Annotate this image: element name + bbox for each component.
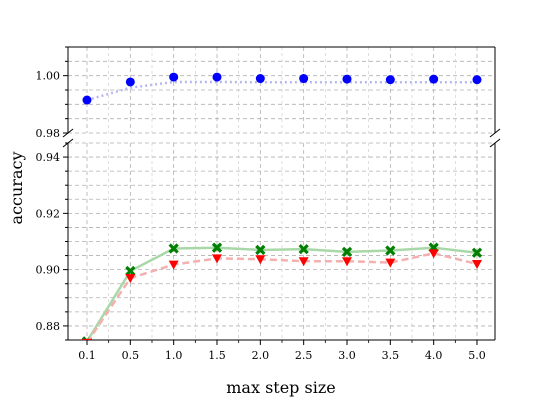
data-point xyxy=(429,74,439,84)
data-point xyxy=(212,72,222,82)
bottom-grid xyxy=(63,142,495,341)
data-point xyxy=(169,72,179,82)
data-point xyxy=(471,247,483,258)
data-point xyxy=(168,260,179,270)
data-point xyxy=(125,274,136,284)
data-point xyxy=(298,257,309,267)
data-point xyxy=(342,74,352,84)
series-bottom-1 xyxy=(82,249,482,340)
top-panel: 0.98 1.00 xyxy=(36,46,496,140)
y-tick-label: 0.94 xyxy=(36,151,61,164)
x-tick-label: 3.5 xyxy=(382,349,400,362)
y-tick-label: 0.98 xyxy=(36,127,61,140)
bottom-panel: 0.88 0.90 0.92 0.94 xyxy=(36,142,496,341)
data-point xyxy=(299,74,309,84)
x-tick-label: 1.0 xyxy=(165,349,183,362)
x-tick-label: 0.1 xyxy=(78,349,96,362)
x-tick-label: 3.0 xyxy=(338,349,356,362)
break-mark xyxy=(62,138,74,148)
x-tick-label: 5.0 xyxy=(468,349,486,362)
series-bottom-0 xyxy=(81,242,483,340)
data-point xyxy=(125,265,136,277)
data-point xyxy=(472,75,482,85)
x-tick-label: 4.0 xyxy=(425,349,443,362)
data-point xyxy=(212,254,222,264)
x-tick-label: 2.0 xyxy=(252,349,270,362)
data-point xyxy=(472,260,482,270)
top-spines xyxy=(67,46,496,133)
data-point xyxy=(385,75,395,85)
series-top-0 xyxy=(82,72,482,105)
series-line xyxy=(87,252,478,340)
x-tick-label: 2.5 xyxy=(295,349,313,362)
x-axis-ticks: 0.1 0.5 1.0 1.5 2.0 2.5 3.0 3.5 4.0 5.0 xyxy=(78,340,486,362)
y-tick-label: 0.88 xyxy=(36,320,61,333)
break-mark xyxy=(489,138,501,148)
data-point xyxy=(298,243,309,255)
break-mark xyxy=(489,128,501,138)
series-line xyxy=(86,246,478,340)
data-point xyxy=(211,242,223,253)
data-point xyxy=(255,74,265,84)
data-point xyxy=(341,246,353,258)
series-line xyxy=(86,80,477,102)
data-point xyxy=(385,258,396,268)
axis-break-marks xyxy=(62,128,501,148)
x-axis-label: max step size xyxy=(226,378,335,397)
y-axis-label: accuracy xyxy=(7,152,26,225)
data-point xyxy=(82,95,92,105)
x-tick-label: 1.5 xyxy=(208,349,226,362)
x-tick-label: 0.5 xyxy=(122,349,140,362)
data-point xyxy=(342,257,352,267)
data-point xyxy=(255,244,266,256)
break-mark xyxy=(62,128,74,138)
data-point xyxy=(255,255,266,265)
data-point xyxy=(428,249,439,259)
y-tick-label: 0.90 xyxy=(36,264,61,277)
y-tick-label: 1.00 xyxy=(36,70,61,83)
bottom-spines xyxy=(67,143,496,341)
data-point xyxy=(125,77,135,87)
y-tick-label: 0.92 xyxy=(36,207,61,220)
data-point xyxy=(385,245,396,256)
data-point xyxy=(82,338,92,340)
top-grid xyxy=(63,46,495,134)
data-point xyxy=(168,243,179,254)
